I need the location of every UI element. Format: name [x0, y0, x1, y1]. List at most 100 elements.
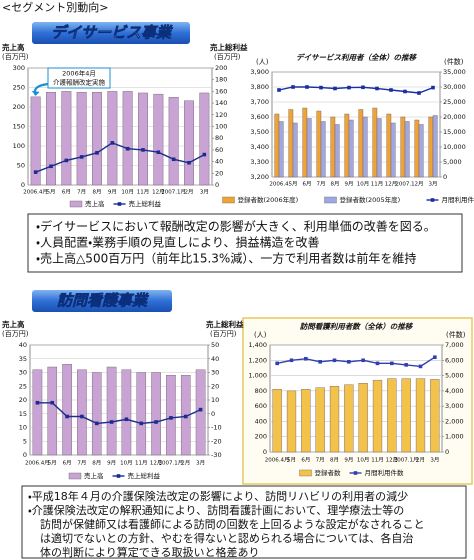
- bar: [430, 379, 440, 453]
- line-marker: [275, 361, 279, 366]
- bar: [286, 390, 297, 453]
- bar: [302, 107, 308, 178]
- line-marker: [139, 421, 144, 426]
- x-tick-label: 11月: [135, 460, 148, 467]
- x-tick-label: 6月: [301, 457, 310, 464]
- y2-tick-label: 200: [215, 64, 227, 72]
- bar: [46, 91, 56, 186]
- legend-swatch: [68, 472, 82, 480]
- line-marker: [80, 414, 84, 419]
- y2-tick-label: 2,000: [445, 417, 464, 425]
- y2-tick-label: 10: [211, 396, 219, 404]
- y-tick-label: 3,900: [250, 68, 269, 76]
- x-tick-label: 7月: [77, 189, 86, 196]
- y-tick-label: 3,500: [250, 128, 269, 136]
- x-tick-label: 10月: [121, 189, 134, 196]
- y-tick-label: 1,200: [248, 356, 267, 364]
- section-banner: [32, 22, 190, 44]
- legend-swatch: [353, 471, 358, 475]
- x-tick-label: 8月: [92, 460, 101, 467]
- line-marker: [347, 360, 351, 364]
- y-axis-unit: (人): [254, 331, 267, 339]
- bullet: は適切でないとの方針、やむを得ないと認められる場合については、各自治: [40, 531, 413, 545]
- y-tick-label: 100: [13, 142, 25, 150]
- legend-swatch: [69, 200, 83, 208]
- x-tick-label: 12月: [385, 181, 398, 188]
- legend-label: 売上総利益: [128, 471, 161, 480]
- y-tick-label: 300: [13, 64, 25, 72]
- line-marker: [403, 89, 407, 94]
- x-tick-label: 10月: [357, 457, 370, 464]
- plot-area: [271, 71, 441, 178]
- bar: [106, 366, 117, 456]
- y2-tick-label: 0: [445, 448, 449, 456]
- x-tick-label: 5月: [48, 460, 57, 467]
- y2-tick-label: 5,000: [443, 158, 462, 166]
- y-tick-label: 3,600: [250, 113, 269, 121]
- y2-tick-label: 40: [215, 158, 223, 166]
- x-tick-label: 6月: [63, 460, 72, 467]
- y2-tick-label: 35,000: [443, 68, 466, 76]
- bar: [418, 124, 424, 178]
- y-tick-label: 0: [23, 451, 27, 459]
- line-marker: [79, 155, 84, 159]
- x-tick-label: 3月: [200, 189, 209, 196]
- bar: [168, 97, 179, 186]
- y-axis-unit: (百万円): [2, 330, 29, 338]
- y-tick-label: 3,200: [250, 173, 269, 181]
- y-tick-label: 40: [19, 341, 27, 349]
- line-marker: [277, 88, 281, 92]
- y-tick-label: 3,300: [250, 158, 269, 166]
- line-marker: [202, 152, 207, 157]
- bar: [138, 92, 148, 186]
- bar: [386, 113, 392, 178]
- section-title: 訪問看護事業: [57, 292, 149, 310]
- y-tick-label: 3,800: [250, 83, 269, 91]
- line-marker: [94, 421, 99, 426]
- x-tick-label: 2月: [185, 189, 194, 196]
- bar: [121, 369, 132, 456]
- line-marker: [418, 364, 423, 369]
- bar: [278, 121, 284, 178]
- line: [37, 402, 201, 425]
- x-tick-label: 7月: [317, 181, 326, 188]
- x-tick-label: 5月: [47, 189, 56, 196]
- x-tick-label: 2007.1: [395, 182, 414, 188]
- y2-tick-label: 7,000: [445, 341, 464, 349]
- line-marker: [289, 358, 294, 363]
- bar: [91, 372, 102, 456]
- y2-tick-label: 4,000: [445, 387, 464, 395]
- y-tick-label: 1,000: [248, 372, 267, 380]
- x-tick-label: 12月: [386, 457, 399, 464]
- bar: [428, 116, 434, 178]
- legend-swatch: [116, 474, 121, 478]
- line-marker: [183, 414, 188, 419]
- y2-tick-label: 5,000: [445, 372, 464, 380]
- legend-swatch: [299, 469, 312, 477]
- bar: [184, 100, 194, 186]
- x-tick-label: 2月: [416, 457, 425, 464]
- x-tick-label: 5月: [289, 181, 298, 188]
- line-marker: [198, 407, 203, 412]
- line-marker: [156, 150, 161, 155]
- y-axis-unit: (人): [256, 58, 269, 66]
- y-tick-label: 250: [13, 84, 25, 92]
- y-tick-label: 200: [13, 103, 25, 111]
- y2-tick-label: 60: [215, 146, 223, 154]
- line-marker: [291, 85, 295, 89]
- y2-axis-unit: (百万円): [214, 53, 241, 61]
- line-marker: [169, 416, 173, 420]
- x-tick-label: 10月: [357, 181, 370, 188]
- bar: [301, 389, 311, 453]
- y2-tick-label: 20: [211, 382, 219, 390]
- line-marker: [390, 361, 394, 366]
- line-marker: [50, 400, 55, 405]
- section-title: デイサービス事業: [51, 24, 173, 42]
- bar: [76, 91, 87, 186]
- line: [278, 86, 434, 94]
- y-tick-label: 600: [255, 402, 267, 410]
- line-marker: [154, 420, 158, 424]
- line-marker: [375, 86, 379, 91]
